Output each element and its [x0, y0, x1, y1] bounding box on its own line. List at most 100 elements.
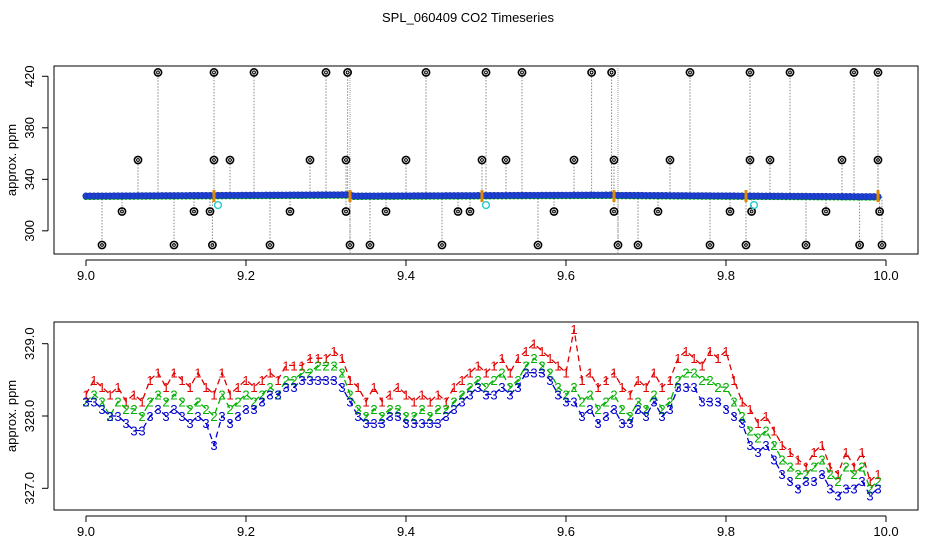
spike-point	[801, 240, 811, 250]
series-2-point: 2	[834, 474, 841, 489]
series-3-point: 3	[314, 373, 321, 388]
spike-point	[343, 68, 352, 77]
spike-point	[587, 68, 596, 77]
series-2-point: 2	[722, 380, 729, 395]
spike-point-inner	[520, 70, 524, 75]
series-2-point: 2	[858, 460, 865, 475]
series-3-point: 3	[642, 409, 649, 424]
series-1-point: 1	[714, 351, 721, 366]
series-2-point: 2	[874, 474, 881, 489]
series-1-point: 1	[802, 460, 809, 475]
spike-point-inner	[824, 209, 828, 214]
top-x-tick-label: 9.0	[77, 268, 95, 283]
spike-point	[873, 155, 883, 165]
cyan-point	[481, 200, 491, 210]
series-3-point: 3	[746, 438, 753, 453]
series-2-point: 2	[802, 467, 809, 482]
series-2-point: 2	[106, 409, 113, 424]
series-1-point: 1	[330, 344, 337, 359]
bot-x-tick-label: 9.0	[77, 524, 95, 539]
series-2-point: 2	[682, 366, 689, 381]
series-3-point: 3	[98, 402, 105, 417]
series-2-point: 2	[458, 387, 465, 402]
series-1-point: 1	[666, 373, 673, 388]
series-1-point: 1	[738, 395, 745, 410]
series-2-point: 2	[442, 402, 449, 417]
series-3-point: 3	[90, 395, 97, 410]
series-1-point: 1	[210, 387, 217, 402]
series-3-point: 3	[194, 409, 201, 424]
spike-point-inner	[688, 70, 692, 75]
series-2-point: 2	[322, 358, 329, 373]
series-3-point: 3	[698, 395, 705, 410]
series-2-point: 2	[754, 431, 761, 446]
top-x-tick-label: 9.8	[717, 268, 735, 283]
series-3-point: 3	[674, 380, 681, 395]
spike-point	[705, 240, 715, 250]
series-1-point: 1	[394, 380, 401, 395]
series-1-point: 1	[514, 351, 521, 366]
series-1-point: 1	[594, 380, 601, 395]
series-3-point: 3	[234, 409, 241, 424]
series-2-point: 2	[282, 373, 289, 388]
spike-point-inner	[748, 158, 752, 162]
series-1-point: 1	[154, 366, 161, 381]
series-1-point: 1	[106, 387, 113, 402]
series-3-point: 3	[522, 366, 529, 381]
series-1-point: 1	[250, 380, 257, 395]
spike-point-inner	[100, 243, 104, 247]
series-3-point: 3	[650, 395, 657, 410]
series-2-point: 2	[354, 402, 361, 417]
series-1-point: 1	[434, 387, 441, 402]
series-1-point: 1	[378, 395, 385, 410]
cyan-point	[213, 200, 223, 210]
spike-point	[613, 240, 623, 250]
series-1-point: 1	[842, 445, 849, 460]
series-2-point: 2	[122, 402, 129, 417]
series-1-point: 1	[226, 387, 233, 402]
series-1-point: 1	[826, 460, 833, 475]
series-1-point: 1	[570, 322, 577, 337]
series-3-point: 3	[818, 467, 825, 482]
series-3-point: 3	[386, 409, 393, 424]
series-2-point: 2	[634, 395, 641, 410]
bot-y-tick-label: 329.0	[22, 327, 37, 360]
series-1-point: 1	[178, 373, 185, 388]
series-1-point: 1	[466, 366, 473, 381]
top-y-tick-label: 300	[22, 220, 37, 242]
series-1-point: 1	[602, 373, 609, 388]
series-1-point: 1	[754, 416, 761, 431]
series-1-point: 1	[530, 337, 537, 352]
series-1-point: 1	[274, 373, 281, 388]
series-2-point: 2	[474, 373, 481, 388]
series-3-point: 3	[778, 467, 785, 482]
series-3-line	[86, 371, 879, 497]
spike-point-inner	[840, 158, 844, 162]
series-1-point: 1	[850, 460, 857, 475]
spike-point-inner	[748, 70, 752, 75]
series-3-point: 3	[682, 380, 689, 395]
series-3-point: 3	[162, 409, 169, 424]
series-1-point: 1	[786, 445, 793, 460]
series-3-point: 3	[858, 474, 865, 489]
spike-point	[189, 207, 199, 216]
series-1-point: 1	[674, 351, 681, 366]
series-3-point: 3	[690, 380, 697, 395]
series-3-point: 3	[842, 481, 849, 496]
orange-marker	[212, 190, 216, 203]
top-x-tick-label: 9.2	[237, 268, 255, 283]
series-1-point: 1	[162, 380, 169, 395]
series-1-point: 1	[346, 373, 353, 388]
series-3-point: 3	[474, 380, 481, 395]
series-3-point: 3	[394, 409, 401, 424]
top-data-layer	[82, 66, 887, 254]
series-2-point: 2	[434, 402, 441, 417]
series-3-point: 3	[794, 481, 801, 496]
spike-point-inner	[156, 70, 160, 75]
series-3-point: 3	[754, 445, 761, 460]
spike-point-inner	[208, 209, 212, 214]
series-3-point: 3	[266, 387, 273, 402]
series-2-point: 2	[274, 387, 281, 402]
series-3-point: 3	[210, 438, 217, 453]
series-3-point: 3	[458, 395, 465, 410]
